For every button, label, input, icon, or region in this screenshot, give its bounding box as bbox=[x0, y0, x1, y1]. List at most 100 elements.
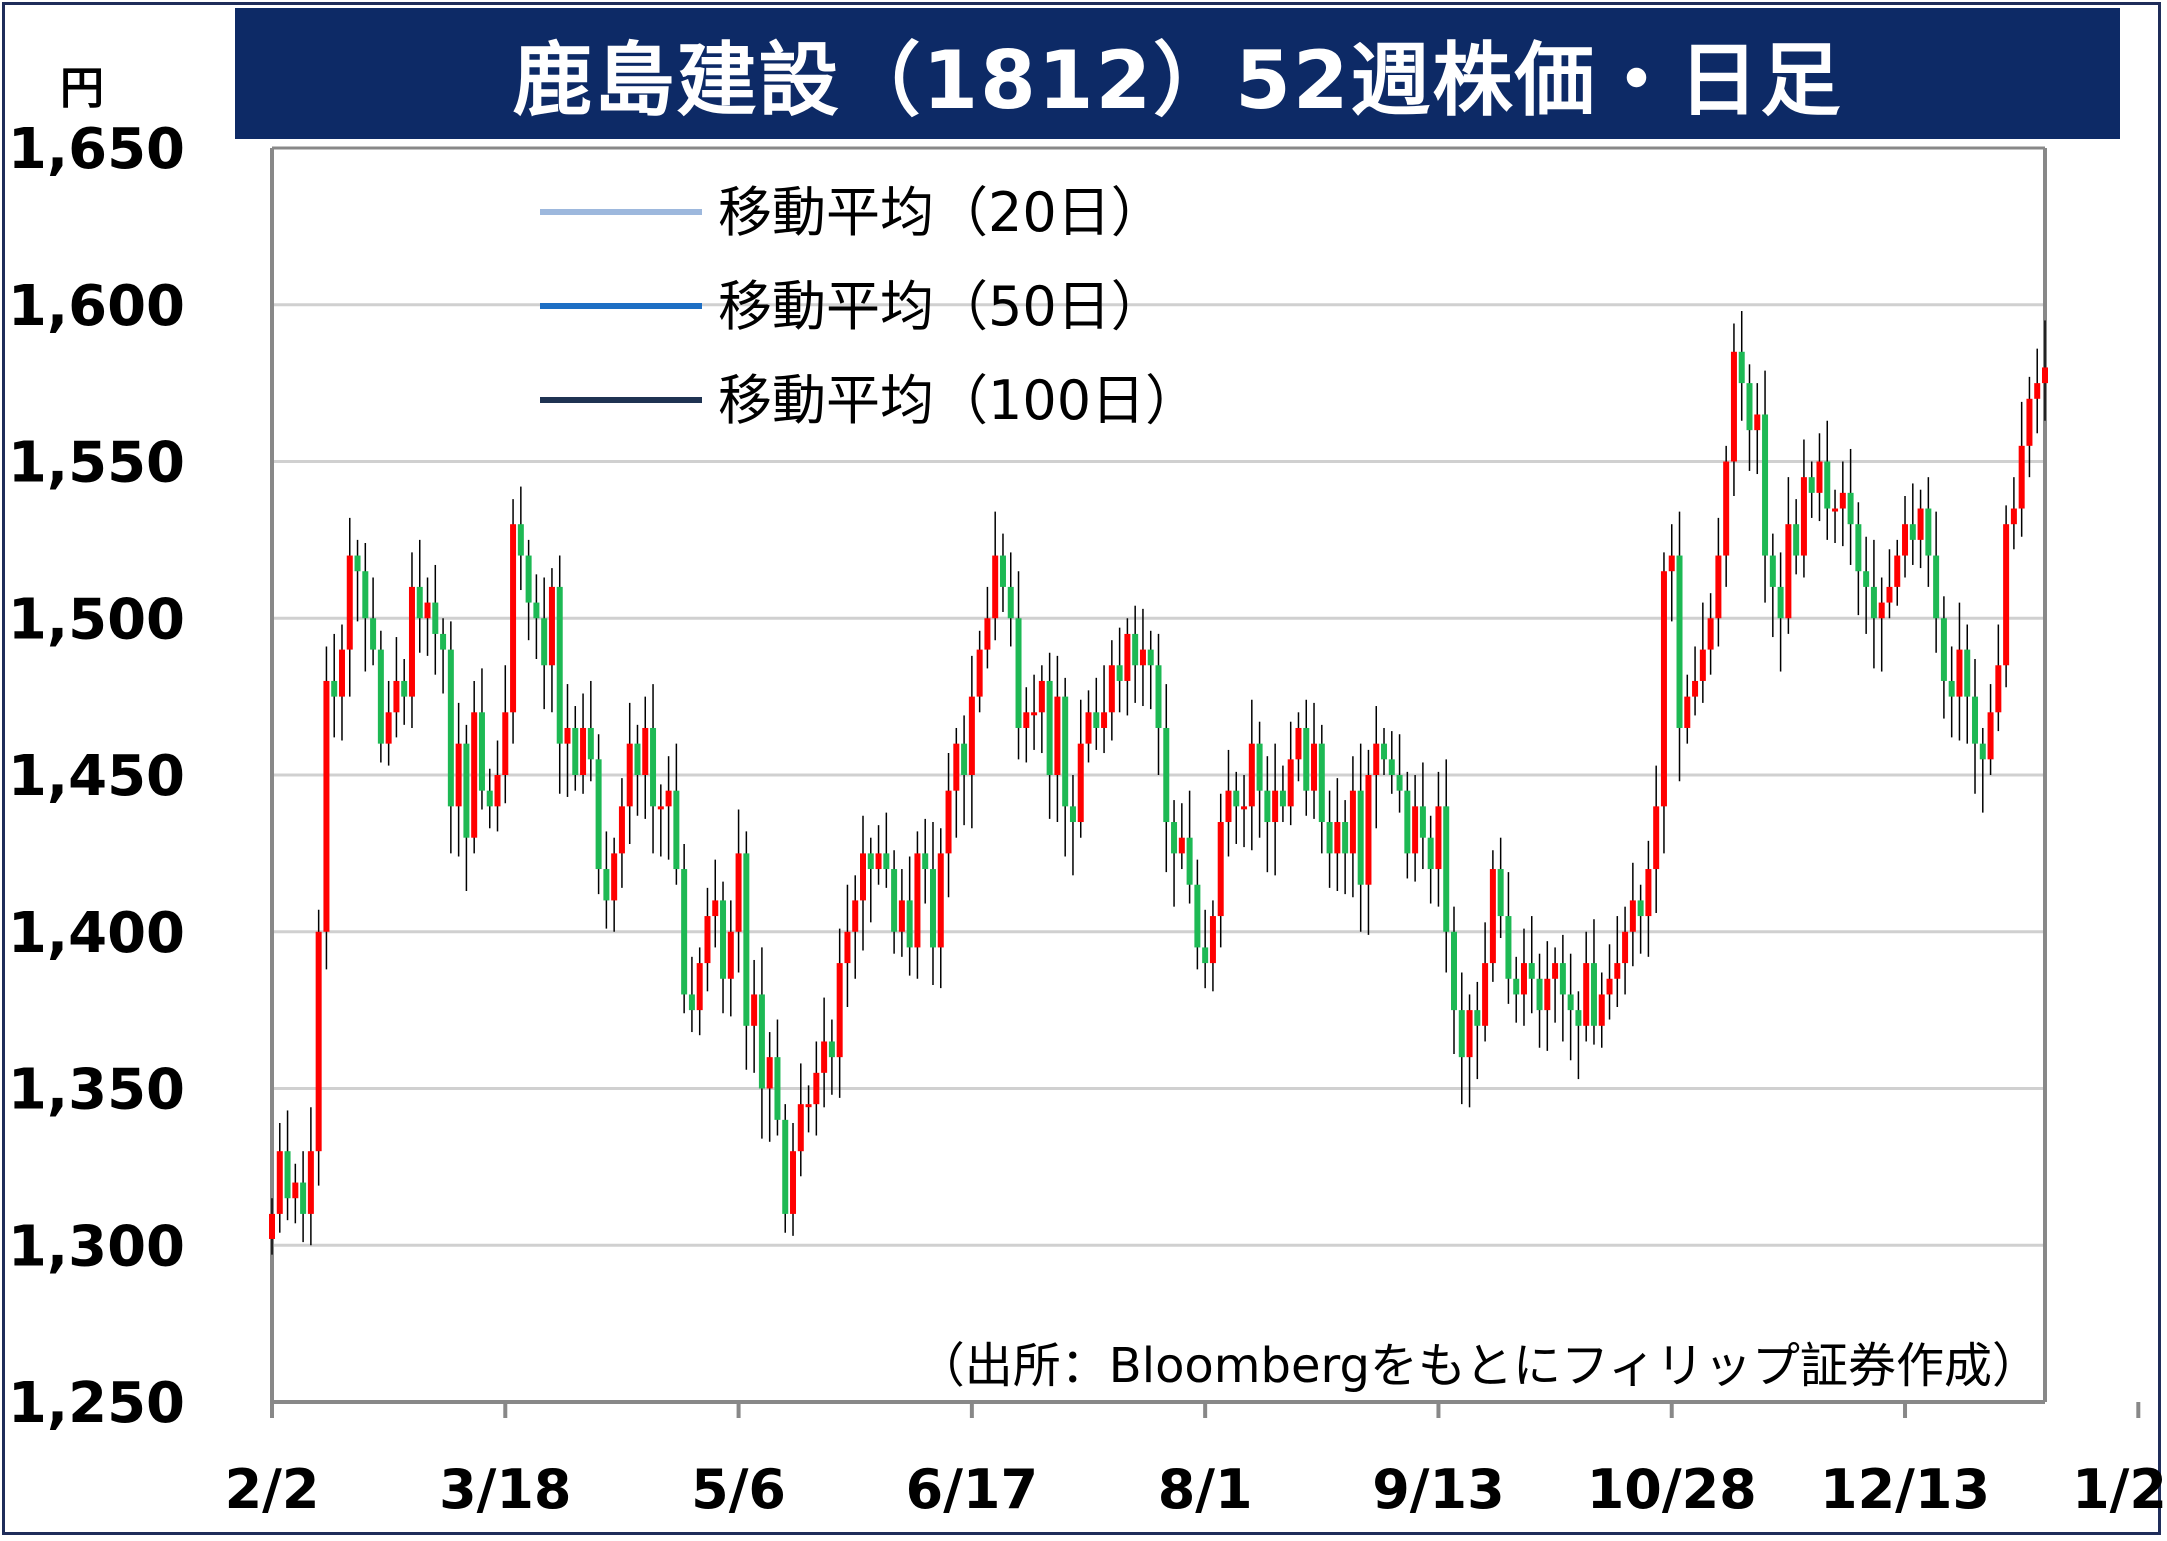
candle-down bbox=[1863, 571, 1870, 587]
candle-up bbox=[1466, 1010, 1473, 1058]
candle-up bbox=[984, 618, 991, 650]
candle-up bbox=[1412, 806, 1419, 854]
candle-down bbox=[1948, 680, 1955, 697]
candle-down bbox=[1388, 759, 1395, 775]
legend: 移動平均（20日） 移動平均（50日） 移動平均（100日） bbox=[540, 181, 1199, 432]
candle-down bbox=[1575, 1010, 1582, 1026]
candle-up bbox=[1077, 743, 1084, 823]
legend-label: 移動平均（100日） bbox=[718, 369, 1199, 432]
candle-up bbox=[821, 1041, 828, 1073]
candle-up bbox=[937, 853, 944, 948]
candle-down bbox=[828, 1041, 835, 1058]
candle-down bbox=[1279, 790, 1286, 807]
candle-down bbox=[1194, 884, 1201, 948]
candle-up bbox=[1723, 461, 1730, 556]
candle-down bbox=[1738, 351, 1745, 384]
candle-down bbox=[1940, 618, 1947, 681]
y-tick-label: 1,250 bbox=[8, 1371, 185, 1436]
candle-down bbox=[1233, 790, 1240, 807]
candle-up bbox=[1956, 649, 1963, 697]
candle-down bbox=[525, 555, 532, 603]
candle-up bbox=[1987, 712, 1994, 760]
candle-up bbox=[1622, 931, 1629, 964]
candle-down bbox=[447, 649, 454, 807]
candle-down bbox=[922, 853, 929, 870]
candle-up bbox=[953, 743, 960, 791]
candle-up bbox=[1730, 351, 1737, 462]
candle-down bbox=[1015, 618, 1022, 728]
candle-down bbox=[1303, 727, 1310, 791]
candle-down bbox=[1171, 822, 1178, 854]
candle-up bbox=[548, 586, 555, 666]
candle-down bbox=[929, 869, 936, 948]
axes: 1,250 1,300 1,350 1,400 1,450 1,500 1,550 1,600… bbox=[8, 117, 2167, 1521]
candle-up bbox=[1668, 555, 1675, 572]
candle-up bbox=[276, 1151, 283, 1214]
candle-down bbox=[432, 602, 439, 634]
candle-down bbox=[331, 680, 338, 697]
x-tick-label: 10/28 bbox=[1587, 1458, 1757, 1521]
candle-up bbox=[611, 853, 618, 901]
candle-up bbox=[992, 555, 999, 619]
candle-down bbox=[1474, 1010, 1481, 1026]
candle-down bbox=[300, 1182, 307, 1214]
candle-down bbox=[906, 900, 913, 948]
candle-up bbox=[642, 727, 649, 775]
candle-up bbox=[494, 775, 501, 807]
candle-down bbox=[1637, 900, 1644, 917]
candle-up bbox=[1878, 602, 1885, 619]
x-tick-label: 5/6 bbox=[691, 1458, 786, 1521]
candle-up bbox=[346, 555, 353, 650]
candle-down bbox=[486, 790, 493, 807]
candle-up bbox=[1839, 492, 1846, 509]
candle-up bbox=[1311, 743, 1318, 791]
candle-up bbox=[1085, 712, 1092, 744]
candle-down bbox=[1559, 963, 1566, 995]
candle-up bbox=[292, 1182, 299, 1199]
candle-down bbox=[867, 853, 874, 870]
candle-down bbox=[354, 555, 361, 572]
candle-down bbox=[587, 727, 594, 760]
candle-up bbox=[510, 524, 517, 713]
candle-up bbox=[1365, 775, 1372, 885]
candle-up bbox=[408, 586, 415, 697]
candle-down bbox=[377, 649, 384, 744]
candle-down bbox=[1536, 978, 1543, 1011]
candle-up bbox=[1692, 680, 1699, 697]
candle-down bbox=[1404, 790, 1411, 854]
candle-up bbox=[813, 1072, 820, 1105]
candle-up bbox=[976, 649, 983, 697]
x-tick-label: 9/13 bbox=[1372, 1458, 1504, 1521]
candle-up bbox=[1241, 806, 1248, 810]
candle-down bbox=[1458, 1010, 1465, 1058]
candle-up bbox=[836, 963, 843, 1058]
candle-up bbox=[307, 1151, 314, 1214]
candle-up bbox=[1816, 461, 1823, 493]
candle-down bbox=[478, 712, 485, 791]
candle-down bbox=[1513, 978, 1520, 995]
candle-up bbox=[393, 680, 400, 713]
candle-up bbox=[424, 602, 431, 619]
candle-up bbox=[2034, 383, 2041, 399]
candle-up bbox=[1707, 618, 1714, 650]
candle-up bbox=[1435, 806, 1442, 870]
candle-down bbox=[1567, 994, 1574, 1011]
candle-down bbox=[1264, 790, 1271, 823]
y-tick-label: 1,350 bbox=[8, 1058, 185, 1123]
candle-up bbox=[875, 853, 882, 870]
candle-down bbox=[961, 743, 968, 775]
candle-up bbox=[1552, 963, 1559, 979]
candle-down bbox=[1762, 414, 1769, 556]
candle-down bbox=[1808, 477, 1815, 493]
candle-down bbox=[891, 869, 898, 932]
candle-up bbox=[455, 743, 462, 807]
candle-up bbox=[1917, 508, 1924, 540]
candle-down bbox=[416, 586, 423, 619]
y-tick-label: 1,450 bbox=[8, 744, 185, 809]
candle-up bbox=[1894, 555, 1901, 587]
candle-up bbox=[2026, 398, 2033, 446]
candle-down bbox=[1769, 555, 1776, 587]
candle-down bbox=[1676, 555, 1683, 728]
candle-up bbox=[1482, 963, 1489, 1026]
legend-label: 移動平均（50日） bbox=[718, 275, 1165, 338]
